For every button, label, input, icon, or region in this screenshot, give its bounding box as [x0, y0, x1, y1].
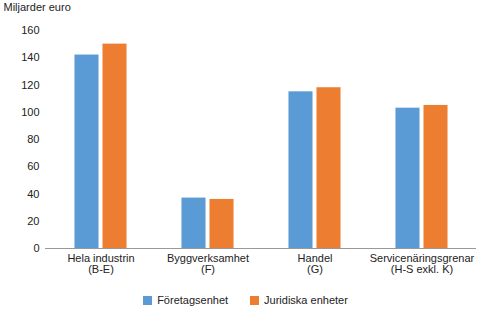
svg-text:Handel(G): Handel(G) — [298, 252, 333, 275]
html-text:Juridiska enheter: Juridiska enheter — [264, 294, 348, 306]
svg-text:Byggverksamhet(F): Byggverksamhet(F) — [167, 252, 249, 275]
svg-text:Servicenäringsgrenar(H-S exkl.: Servicenäringsgrenar(H-S exkl. K) — [370, 252, 475, 275]
svg-text:100: 100 — [21, 106, 39, 118]
svg-text:20: 20 — [27, 215, 39, 227]
svg-text:Miljarder euro: Miljarder euro — [4, 1, 71, 13]
svg-text:140: 140 — [21, 51, 39, 63]
svg-text:160: 160 — [21, 24, 39, 36]
html-text:Företagsenhet: Företagsenhet — [157, 294, 229, 306]
svg-text:Hela industrin(B-E): Hela industrin(B-E) — [67, 252, 134, 275]
svg-text:40: 40 — [27, 188, 39, 200]
svg-text:0: 0 — [33, 242, 39, 254]
svg-text:120: 120 — [21, 79, 39, 91]
svg-text:60: 60 — [27, 160, 39, 172]
svg-text:80: 80 — [27, 133, 39, 145]
